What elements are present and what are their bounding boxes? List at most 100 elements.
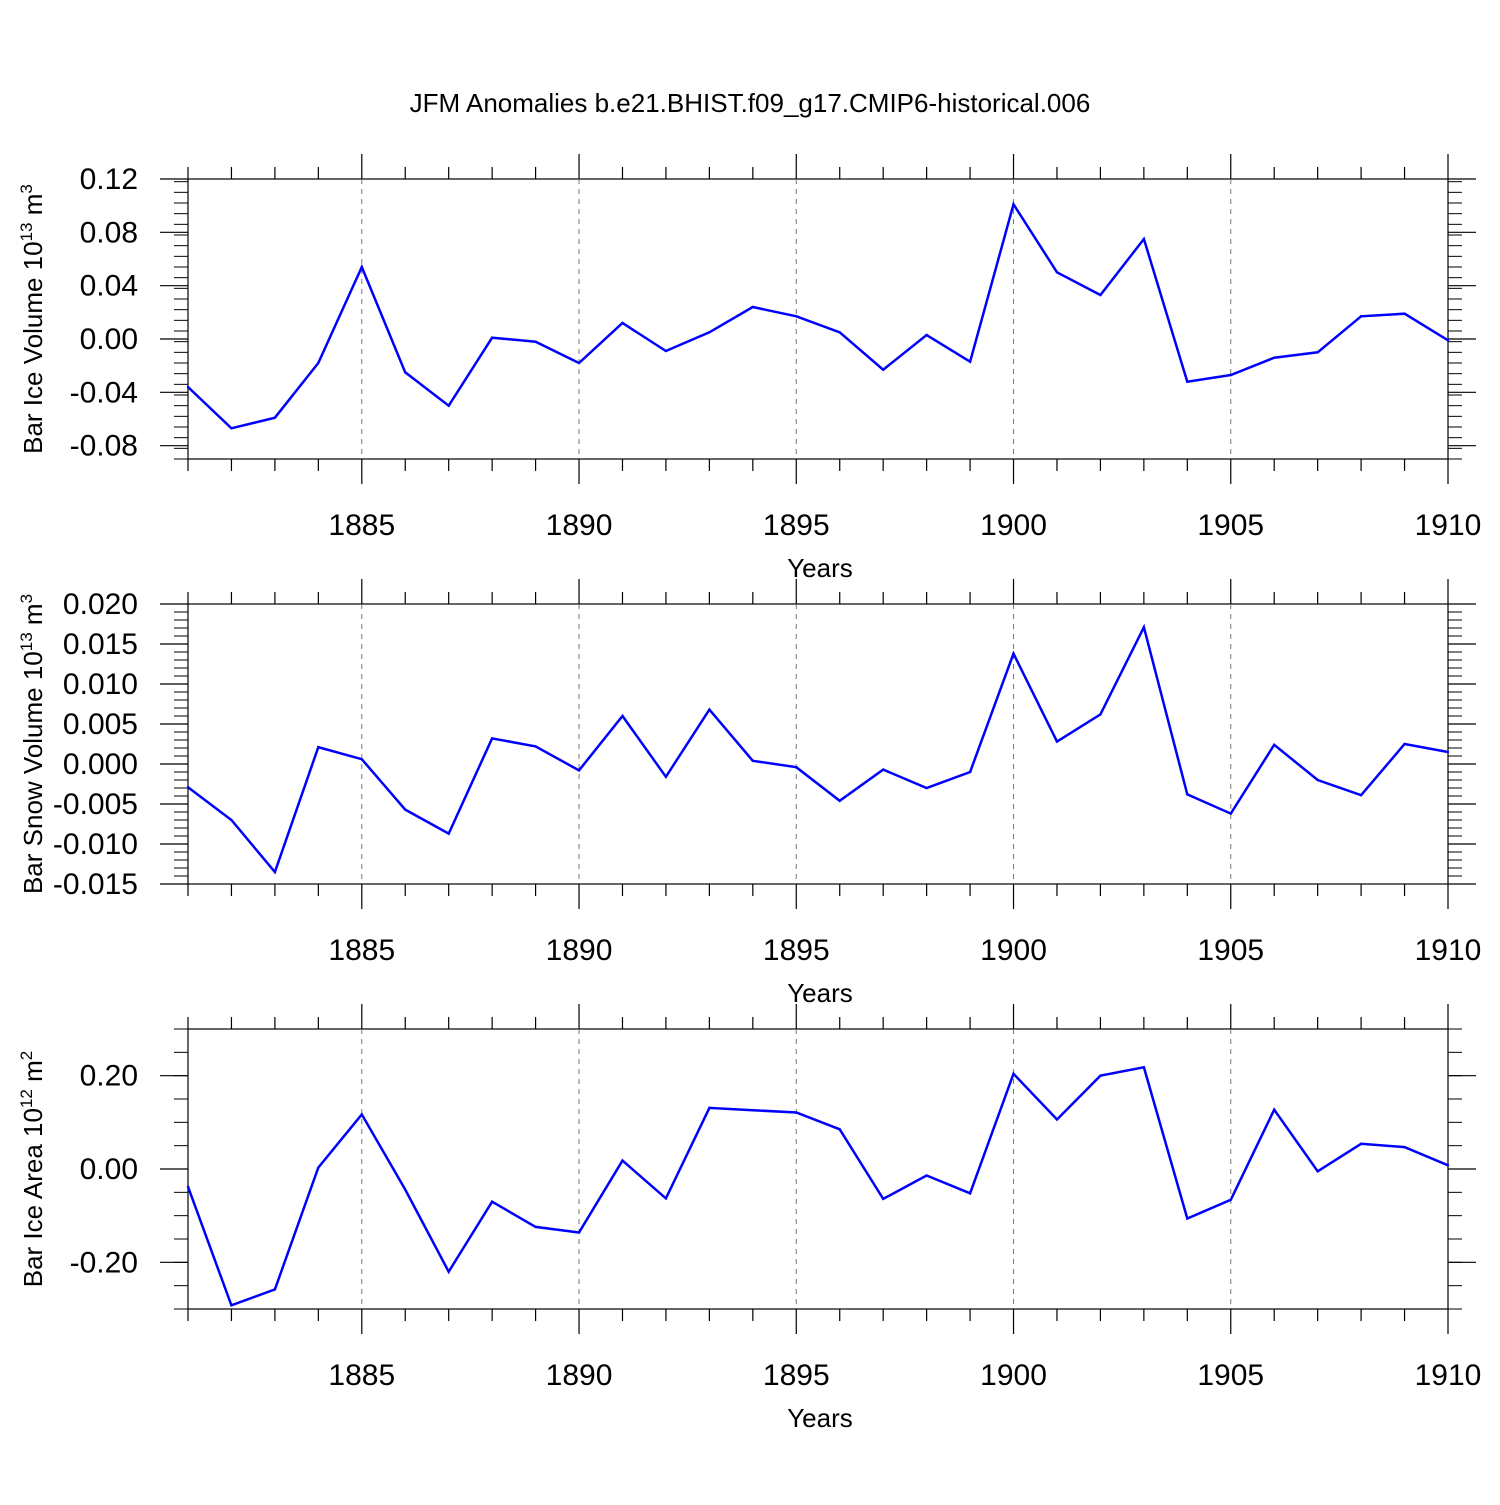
data-point [621, 321, 624, 325]
y-tick-label: 0.20 [80, 1060, 138, 1093]
data-point [360, 1113, 363, 1116]
data-point [273, 416, 277, 419]
data-point [447, 404, 450, 407]
data-point [1403, 312, 1406, 315]
data-point [317, 1166, 320, 1169]
chart-panel-1: 0.12 0.08 0.04 0.00 -0.04 -0.08 1885 1890 1895 19… [17, 154, 1481, 583]
data-point [1099, 1074, 1102, 1077]
data-point [838, 331, 841, 334]
data-point [751, 759, 755, 762]
y-axis-label: Bar Ice Volume 1013 m3 [17, 184, 48, 454]
x-tick-label: 1885 [328, 509, 395, 542]
x-tick-label: 1910 [1415, 934, 1482, 967]
y-axis-label: Bar Snow Volume 1013 m3 [17, 594, 48, 894]
data-point [1316, 1170, 1319, 1173]
data-point [881, 1197, 885, 1201]
data-point [925, 333, 928, 337]
plot-frame [187, 603, 1449, 885]
data-point [1316, 351, 1319, 354]
data-point [838, 799, 841, 802]
data-point [577, 769, 581, 772]
data-point [1142, 237, 1146, 241]
y-tick-label: -0.005 [53, 788, 138, 821]
x-tick-label: 1890 [546, 509, 613, 542]
y-axis-label-part: m [18, 194, 48, 223]
data-point [1055, 1118, 1059, 1121]
x-tick-label: 1890 [546, 1359, 613, 1392]
data-point [490, 336, 494, 339]
data-point [1273, 1108, 1276, 1111]
data-point [1403, 1145, 1406, 1149]
series-line [187, 201, 1449, 430]
data-point [708, 331, 711, 334]
data-point [838, 1128, 841, 1131]
data-point [1012, 203, 1015, 206]
data-point [1403, 742, 1406, 746]
data-point [230, 1304, 233, 1307]
data-point [1316, 778, 1319, 782]
data-point [621, 714, 624, 718]
data-point [1273, 743, 1276, 746]
data-point [664, 349, 668, 353]
data-point [925, 786, 928, 790]
x-tick-label: 1895 [763, 509, 830, 542]
y-axis-label-part: Bar Ice Area 10 [18, 1108, 48, 1287]
y-axis-label-superscript: 2 [17, 1051, 36, 1060]
data-point [1446, 339, 1450, 342]
data-point [1142, 1066, 1146, 1069]
x-tick-label: 1905 [1197, 509, 1264, 542]
x-tick-label: 1890 [546, 934, 613, 967]
data-point [1229, 373, 1232, 377]
y-axis-label-part: Bar Snow Volume 10 [18, 651, 48, 894]
data-point [1359, 315, 1363, 318]
plot-frame [187, 1028, 1449, 1310]
y-tick-label: 0.00 [80, 323, 138, 356]
series-line [187, 623, 1449, 875]
data-point [186, 385, 190, 389]
data-point [708, 1106, 711, 1110]
data-point [1099, 713, 1102, 716]
plot-frame [187, 178, 1449, 460]
x-axis-label: Years [787, 553, 853, 583]
y-axis-label-superscript: 12 [17, 1089, 36, 1108]
data-point [621, 1159, 624, 1162]
data-point [273, 1288, 277, 1291]
y-tick-label: -0.015 [53, 868, 138, 901]
y-tick-label: -0.08 [70, 430, 138, 463]
data-point [404, 371, 407, 374]
data-point [273, 870, 277, 874]
data-point [881, 768, 885, 771]
data-point [1359, 794, 1363, 797]
y-tick-label: 0.015 [63, 628, 138, 661]
data-point [968, 770, 972, 774]
data-point [1055, 271, 1059, 274]
y-axis-label-superscript: 3 [17, 184, 36, 193]
data-point [404, 1188, 407, 1191]
data-point [925, 1174, 928, 1177]
data-point [1186, 1217, 1189, 1220]
data-point [881, 368, 885, 371]
data-point [1446, 1164, 1450, 1167]
data-point [230, 427, 233, 430]
x-axis-label: Years [787, 1403, 853, 1433]
data-point [1012, 1072, 1015, 1076]
y-tick-label: 0.08 [80, 216, 138, 249]
chart-panel-2: 0.020 0.015 0.010 0.005 0.000 -0.005 -0.010 -0.… [17, 579, 1481, 1008]
y-tick-label: 0.000 [63, 748, 138, 781]
data-point [795, 315, 798, 318]
x-tick-label: 1895 [763, 1359, 830, 1392]
y-tick-label: -0.04 [70, 376, 138, 409]
data-point [1012, 652, 1015, 655]
data-point [577, 361, 581, 365]
y-tick-label: -0.010 [53, 828, 138, 861]
chart-panel-3: 0.20 0.00 -0.20 1885 1890 1895 1900 1905 1910 Yea… [17, 1004, 1481, 1433]
data-point [317, 746, 320, 749]
data-point [1273, 356, 1276, 359]
x-tick-label: 1900 [980, 509, 1047, 542]
data-point [751, 305, 755, 309]
y-tick-label: 0.020 [63, 588, 138, 621]
y-tick-label: 0.00 [80, 1153, 138, 1186]
data-point [360, 265, 363, 269]
data-point [1186, 793, 1189, 796]
